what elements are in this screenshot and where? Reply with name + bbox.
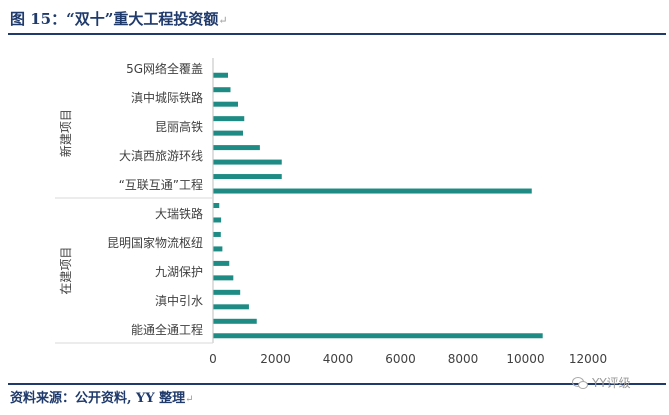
- figure-title: 图 15：“双十”重大工程投资额↵: [10, 8, 228, 29]
- bar: [213, 203, 220, 208]
- x-tick-label: 0: [209, 352, 217, 366]
- bar: [213, 275, 234, 281]
- bar: [213, 231, 221, 237]
- bar: [213, 87, 231, 93]
- bar: [213, 188, 532, 194]
- category-label: 5G网络全覆盖: [126, 61, 203, 76]
- x-tick-label: 8000: [448, 352, 479, 366]
- figure-title-text: 图 15：“双十”重大工程投资额: [10, 10, 219, 28]
- category-label: 大瑞铁路: [155, 206, 203, 221]
- category-label: “互联互通”工程: [119, 177, 203, 192]
- bar: [213, 101, 238, 107]
- bar: [213, 333, 543, 339]
- x-tick-label: 4000: [323, 352, 354, 366]
- bar: [213, 289, 241, 295]
- category-label: 昆明国家物流枢纽: [107, 235, 203, 250]
- category-label: 昆丽高铁: [155, 119, 203, 134]
- bar: [213, 174, 282, 180]
- bar: [213, 72, 228, 78]
- category-label: 大滇西旅游环线: [119, 149, 203, 163]
- source-text: 资料来源：公开资料, YY 整理: [10, 391, 186, 406]
- category-label: 滇中引水: [155, 293, 203, 308]
- bar: [213, 145, 260, 151]
- bar: [213, 159, 282, 165]
- x-tick-label: 6000: [385, 352, 416, 366]
- title-divider: [8, 33, 666, 35]
- category-label: 滇中城际铁路: [131, 90, 203, 105]
- bar-series: [213, 72, 543, 339]
- source-divider: [8, 383, 666, 385]
- bar: [213, 116, 245, 122]
- x-tick-label: 10000: [506, 352, 544, 366]
- source-note: 资料来源：公开资料, YY 整理↵: [10, 387, 194, 406]
- category-label: 九湖保护: [155, 264, 203, 279]
- x-axis: 0 2000 4000 6000 8000 10000 12000: [55, 58, 607, 366]
- category-label: 能通全通工程: [131, 322, 203, 337]
- group-label: 新建项目: [58, 109, 73, 157]
- x-tick-label: 2000: [260, 352, 291, 366]
- x-tick-label: 12000: [569, 352, 607, 366]
- wechat-icon: [572, 376, 588, 389]
- bar: [213, 130, 243, 136]
- group-label: 在建项目: [59, 247, 73, 295]
- bar: [213, 246, 223, 252]
- watermark: YY评级: [572, 374, 631, 391]
- bar: [213, 304, 249, 310]
- bar: [213, 318, 257, 324]
- bar: [213, 260, 230, 266]
- paragraph-mark-icon: ↵: [218, 14, 228, 27]
- paragraph-mark-icon: ↵: [185, 394, 194, 405]
- bar: [213, 217, 222, 223]
- watermark-text: YY评级: [592, 376, 631, 390]
